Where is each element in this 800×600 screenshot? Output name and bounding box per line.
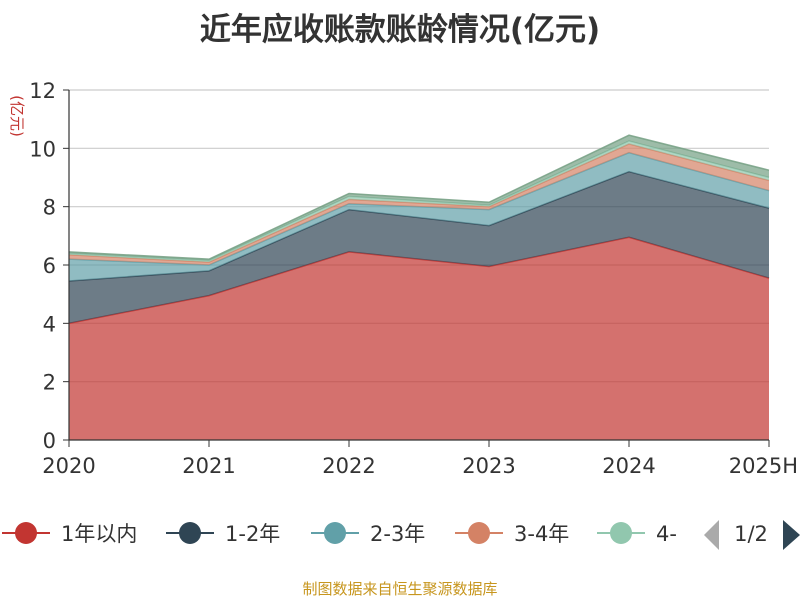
x-tick-label: 2025H: [729, 454, 798, 478]
legend-marker: [179, 522, 201, 544]
source-footer: 制图数据来自恒生聚源数据库: [302, 580, 498, 598]
area-series-1[interactable]: [69, 237, 769, 440]
y-tick-label: 12: [29, 79, 56, 103]
chart-title: 近年应收账款账龄情况(亿元): [199, 12, 601, 48]
x-tick-label: 2020: [42, 454, 95, 478]
legend-label: 1年以内: [61, 522, 137, 546]
legend-item[interactable]: 2-3年: [311, 522, 425, 546]
legend-item[interactable]: 3-4年: [455, 522, 569, 546]
legend-item[interactable]: 1年以内: [2, 522, 137, 546]
legend-next-page-icon[interactable]: [783, 520, 800, 550]
legend-marker: [610, 522, 632, 544]
y-tick-label: 10: [29, 137, 56, 161]
legend-marker: [468, 522, 490, 544]
axes: 0 2 4 6 8 10 12 2020 2021 2022 2023 2024 2025H: [29, 79, 798, 478]
y-tick-label: 8: [43, 196, 56, 220]
legend-label: 2-3年: [370, 522, 425, 546]
area-series-3[interactable]: [69, 152, 769, 282]
y-tick-label: 4: [43, 312, 56, 336]
legend: 1年以内 1-2年 2-3年 3-4年 4- 1/2: [2, 520, 800, 550]
area-series: [68, 134, 770, 440]
y-tick-label: 6: [43, 254, 56, 278]
y-axis-label: (亿元): [8, 95, 26, 137]
legend-item[interactable]: 1-2年: [166, 522, 280, 546]
series-line-6: [68, 134, 770, 260]
legend-page-indicator: 1/2: [734, 522, 768, 546]
area-series-2[interactable]: [69, 171, 769, 324]
legend-label: 3-4年: [514, 522, 569, 546]
x-tick-label: 2022: [322, 454, 375, 478]
legend-item[interactable]: 4-: [597, 522, 677, 546]
x-tick-label: 2023: [462, 454, 515, 478]
legend-label: 4-: [656, 522, 677, 546]
x-tick-label: 2024: [602, 454, 655, 478]
y-tick-label: 0: [43, 429, 56, 453]
y-tick-label: 2: [43, 371, 56, 395]
x-tick-label: 2021: [182, 454, 235, 478]
legend-label: 1-2年: [225, 522, 280, 546]
legend-marker: [15, 522, 37, 544]
legend-marker: [324, 522, 346, 544]
legend-prev-page-icon[interactable]: [704, 520, 719, 550]
area-series-4[interactable]: [69, 143, 769, 265]
